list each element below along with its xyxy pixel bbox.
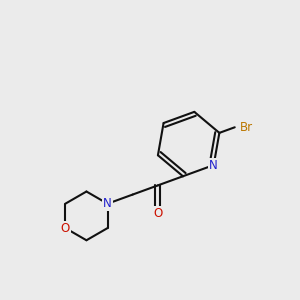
- Text: N: N: [209, 159, 218, 172]
- Text: Br: Br: [239, 121, 253, 134]
- Text: O: O: [153, 206, 162, 220]
- Text: N: N: [103, 197, 112, 210]
- Text: N: N: [103, 197, 112, 210]
- Text: O: O: [61, 222, 70, 235]
